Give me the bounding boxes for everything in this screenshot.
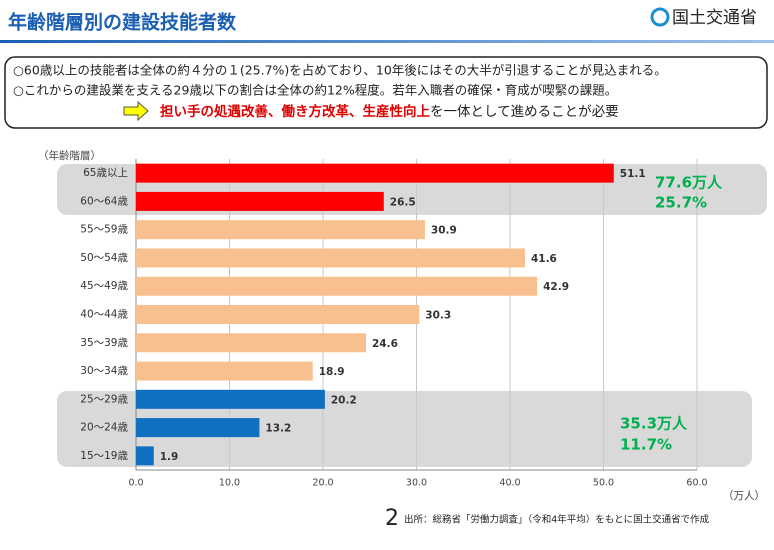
- x-tick-label: 20.0: [312, 478, 333, 489]
- plot: 0.0 10.0 20.0 30.0 40.0 50.0 60.0 65歳以上 51.1 60～6…: [80, 159, 723, 489]
- y-tick-label: 30～34歳: [80, 365, 128, 377]
- value-label: 30.9: [431, 225, 457, 237]
- arrow-icon: [123, 100, 149, 122]
- y-tick-label: 40～44歳: [80, 309, 128, 321]
- value-label: 18.9: [319, 366, 345, 378]
- y-tick-label: 65歳以上: [83, 167, 128, 179]
- value-label: 51.1: [620, 168, 646, 180]
- annotation: 77.6万人: [655, 174, 723, 192]
- y-tick-label: 15～19歳: [80, 450, 128, 462]
- annotation: 25.7%: [655, 194, 707, 212]
- x-tick-label: 40.0: [499, 478, 520, 489]
- bar: [136, 446, 154, 466]
- value-label: 42.9: [543, 281, 569, 293]
- y-tick-label: 55～59歳: [80, 224, 128, 236]
- value-label: 41.6: [531, 253, 557, 265]
- y-axis-label: （年齢階層）: [38, 149, 101, 162]
- note: ○これからの建設業を支える29歳以下の割合は全体の約12%程度。若年入職者の確保…: [13, 83, 617, 98]
- value-label: 24.6: [372, 338, 398, 350]
- title-underline: [0, 40, 774, 43]
- y-tick-label: 60～64歳: [80, 195, 128, 207]
- y-tick-label: 35～39歳: [80, 337, 128, 349]
- conclusion-emphasis: 担い手の処遇改善、働き方改革、生産性向上: [160, 103, 430, 120]
- y-tick-label: 20～24歳: [80, 422, 128, 434]
- bar: [136, 418, 260, 438]
- logo-icon: [650, 7, 670, 27]
- bar: [136, 305, 420, 324]
- page-number: 2: [385, 506, 399, 531]
- value-label: 30.3: [425, 310, 451, 322]
- y-tick-label: 45～49歳: [80, 280, 128, 292]
- y-tick-label: 25～29歳: [80, 393, 128, 405]
- annotation: 35.3万人: [620, 415, 688, 433]
- note: ○60歳以上の技能者は全体の約４分の１(25.7%)を占めており、10年後にはそ…: [13, 63, 667, 78]
- bar: [136, 220, 425, 240]
- value-label: 1.9: [160, 451, 179, 463]
- x-tick-label: 60.0: [686, 478, 707, 489]
- x-tick-label: 30.0: [406, 478, 427, 489]
- conclusion-rest: を一体として進めることが必要: [430, 104, 619, 120]
- bar: [136, 333, 367, 353]
- bar: [136, 361, 313, 381]
- conclusion: 担い手の処遇改善、働き方改革、生産性向上を一体として進めることが必要: [160, 103, 619, 120]
- value-label: 13.2: [265, 423, 291, 435]
- slide-title: 年齢階層別の建設技能者数: [8, 11, 237, 34]
- source: 出所：総務省「労働力調査」（令和4年平均）をもとに国土交通省で作成: [404, 514, 710, 526]
- bar: [136, 163, 614, 183]
- x-axis-label: （万人）: [723, 490, 765, 502]
- x-tick-label: 0.0: [128, 478, 143, 489]
- highlight-band: [57, 391, 752, 467]
- bar: [136, 248, 525, 268]
- value-label: 20.2: [331, 394, 357, 406]
- x-tick-label: 10.0: [219, 478, 240, 489]
- bar: [136, 276, 538, 296]
- annotation: 11.7%: [620, 436, 672, 454]
- y-tick-label: 50～54歳: [80, 252, 128, 264]
- value-label: 26.5: [390, 196, 416, 208]
- bar: [136, 389, 325, 409]
- bar: [136, 191, 384, 211]
- summary-box: [4, 56, 768, 129]
- logo-text: 国土交通省: [672, 8, 757, 28]
- x-tick-label: 50.0: [593, 478, 614, 489]
